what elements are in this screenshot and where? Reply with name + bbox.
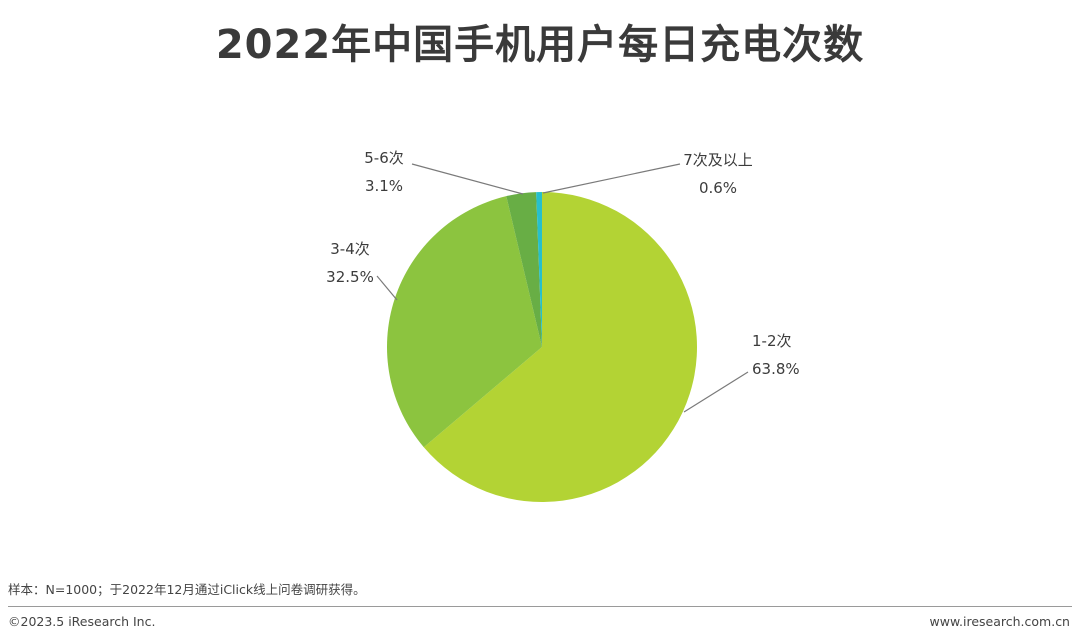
value-label-3-4: 32.5%: [326, 268, 374, 286]
value-label-7: 0.6%: [699, 179, 737, 197]
category-label-5-6: 5-6次: [364, 149, 404, 167]
category-label-3-4: 3-4次: [330, 240, 370, 258]
sample-note: 样本：N=1000；于2022年12月通过iClick线上问卷调研获得。: [8, 582, 366, 597]
pie-slice-7: [536, 192, 542, 347]
chart-title: 2022年中国手机用户每日充电次数: [215, 22, 865, 68]
footer-divider: [8, 606, 1072, 607]
leader-line-1-2: [683, 371, 749, 413]
copyright-text: ©2023.5 iResearch Inc.: [8, 614, 156, 629]
leader-line-5-6: [411, 163, 524, 195]
pie-slice-1-2: [423, 191, 698, 502]
pie-slice-3-4: [387, 196, 542, 448]
pie-slice-5-6: [506, 192, 542, 347]
value-label-5-6: 3.1%: [365, 177, 403, 195]
category-label-7: 7次及以上: [683, 151, 753, 169]
value-label-1-2: 63.8%: [752, 360, 800, 378]
leader-line-7: [542, 163, 681, 194]
website-link[interactable]: www.iresearch.com.cn: [929, 614, 1071, 629]
category-label-1-2: 1-2次: [752, 332, 792, 350]
leader-line-3-4: [376, 275, 398, 301]
